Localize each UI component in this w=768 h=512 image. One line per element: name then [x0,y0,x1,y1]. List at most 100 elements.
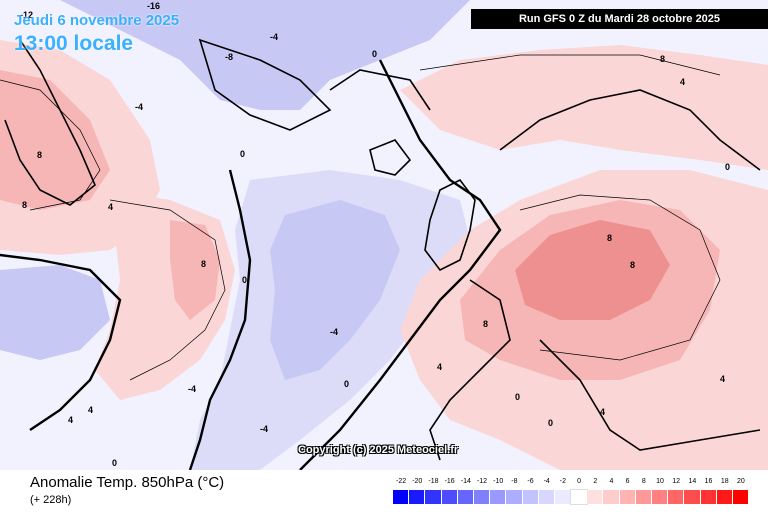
scale-swatch [619,490,636,504]
scale-tick-label: 4 [609,478,614,485]
zero-contour-southwest [0,253,122,431]
scale-swatch [393,490,410,504]
color-scale: -22 -20 -18 -16 -14 -12 -10 -8 -6 -4 -2 0 2 4 6 8 10 12 14… [393,478,750,510]
scale-swatch [732,490,750,504]
contour-label: -4 [330,327,338,337]
weather-map: -16 -12 -8 -4 -4 -4 0 0 0 0 0 0 4 4 4 4 … [0,0,768,470]
zero-contours [0,59,502,470]
scale-swatch [506,490,523,504]
mediterranean-coast [539,339,761,451]
scale-tick-label: 16 [704,478,713,485]
scale-swatch [587,490,604,504]
contour-label: 0 [548,418,553,428]
contour-label: 8 [660,54,665,64]
scale-tick-label: 0 [577,478,582,485]
scale-swatch [652,490,669,504]
warm-anomaly-europe-core [515,220,670,320]
scale-tick-label: -16 [444,478,455,485]
scale-tick-label: -10 [493,478,504,485]
scale-swatch [554,490,572,504]
cold-anomaly-southwest [0,265,110,360]
scale-swatch [441,490,458,504]
scale-ticks: -22 -20 -18 -16 -14 -12 -10 -8 -6 -4 -2 0 2 4 6 8 10 12 14… [393,478,749,488]
scale-tick-label: -8 [511,478,518,485]
scale-tick-label: 8 [641,478,646,485]
scale-tick-label: -6 [527,478,534,485]
scale-swatch [716,490,733,504]
valid-date: Jeudi 6 novembre 2025 [14,12,180,29]
scale-swatches [393,489,750,505]
contour-label: -12 [20,10,33,20]
scale-tick-label: 14 [688,478,697,485]
contour-label: 4 [437,362,442,372]
run-info-banner: Run GFS 0 Z du Mardi 28 octobre 2025 [471,9,768,29]
contour-label: 0 [372,49,377,59]
isoline-8-west [0,79,101,211]
contour-label: -4 [270,32,278,42]
parameter-title: Anomalie Temp. 850hPa (°C) [30,474,225,491]
scale-tick-label: -4 [543,478,550,485]
scale-tick-label: -20 [412,478,423,485]
scale-swatch [538,490,555,504]
contour-label: -8 [225,52,233,62]
contour-label: 4 [108,202,113,212]
scale-swatch [457,490,474,504]
scale-swatch [409,490,426,504]
anomaly-isolines [0,54,721,381]
contour-label: -16 [147,1,160,11]
scale-swatch [570,489,589,505]
lead-time: (+ 228h) [30,494,72,506]
contour-label: -4 [260,424,268,434]
uk-coast [424,178,476,272]
scale-swatch [473,490,491,504]
contour-label: 4 [600,407,605,417]
zero-contour-atlantic-west [188,169,252,470]
anomaly-map-svg: -16 -12 -8 -4 -4 -4 0 0 0 0 0 0 4 4 4 4 … [0,0,768,470]
contour-label: 8 [22,200,27,210]
scale-tick-label: 10 [656,478,664,485]
contour-label: 0 [242,275,247,285]
scale-tick-label: 12 [672,478,681,485]
scandinavia-coast [499,89,761,171]
scale-tick-label: 2 [593,478,598,485]
scale-swatch [684,490,701,504]
contour-label: 4 [88,405,93,415]
copyright-notice: Copyright (c) 2025 Meteociel.fr [298,444,459,456]
scale-tick-label: -22 [396,478,407,485]
cold-anomaly-atlantic-core [270,200,400,380]
valid-time: 13:00 locale [14,32,134,55]
iberia-coast [429,279,511,461]
legend-footer: Anomalie Temp. 850hPa (°C) (+ 228h) -22-… [0,470,768,512]
contour-label: -4 [188,384,196,394]
svalbard-coast [198,38,332,131]
contour-label: 4 [68,415,73,425]
contour-label: 0 [515,392,520,402]
scale-tick-label: 20 [737,478,745,485]
contour-label: 4 [720,374,725,384]
isoline-4-atlantic [109,199,226,381]
scale-swatch [603,490,620,504]
contour-label: 8 [37,150,42,160]
scale-swatch [635,490,652,504]
isoline-4-north [419,54,721,76]
contour-label: -4 [135,102,143,112]
isoline-4-europe [519,194,721,361]
scale-swatch [490,490,507,504]
contour-label: 4 [680,77,685,87]
scale-tick-label: 6 [625,478,630,485]
arctic-coast [329,69,431,111]
zero-contour-atlantic-east [299,59,502,470]
scale-swatch [425,490,442,504]
scale-tick-label: -14 [460,478,471,485]
scale-tick-label: -18 [428,478,439,485]
scale-tick-label: -12 [476,478,488,485]
scale-tick-label: -2 [559,478,567,485]
scale-swatch [522,490,539,504]
contour-label: 8 [630,260,635,270]
greenland-coast [4,39,96,206]
scale-swatch [700,490,717,504]
warm-anomaly-mid-atlantic-core [170,220,220,320]
cold-anomaly-north [60,0,470,110]
contour-labels: -16 -12 -8 -4 -4 -4 0 0 0 0 0 0 4 4 4 4 … [20,1,730,468]
iceland-coast [369,139,412,176]
